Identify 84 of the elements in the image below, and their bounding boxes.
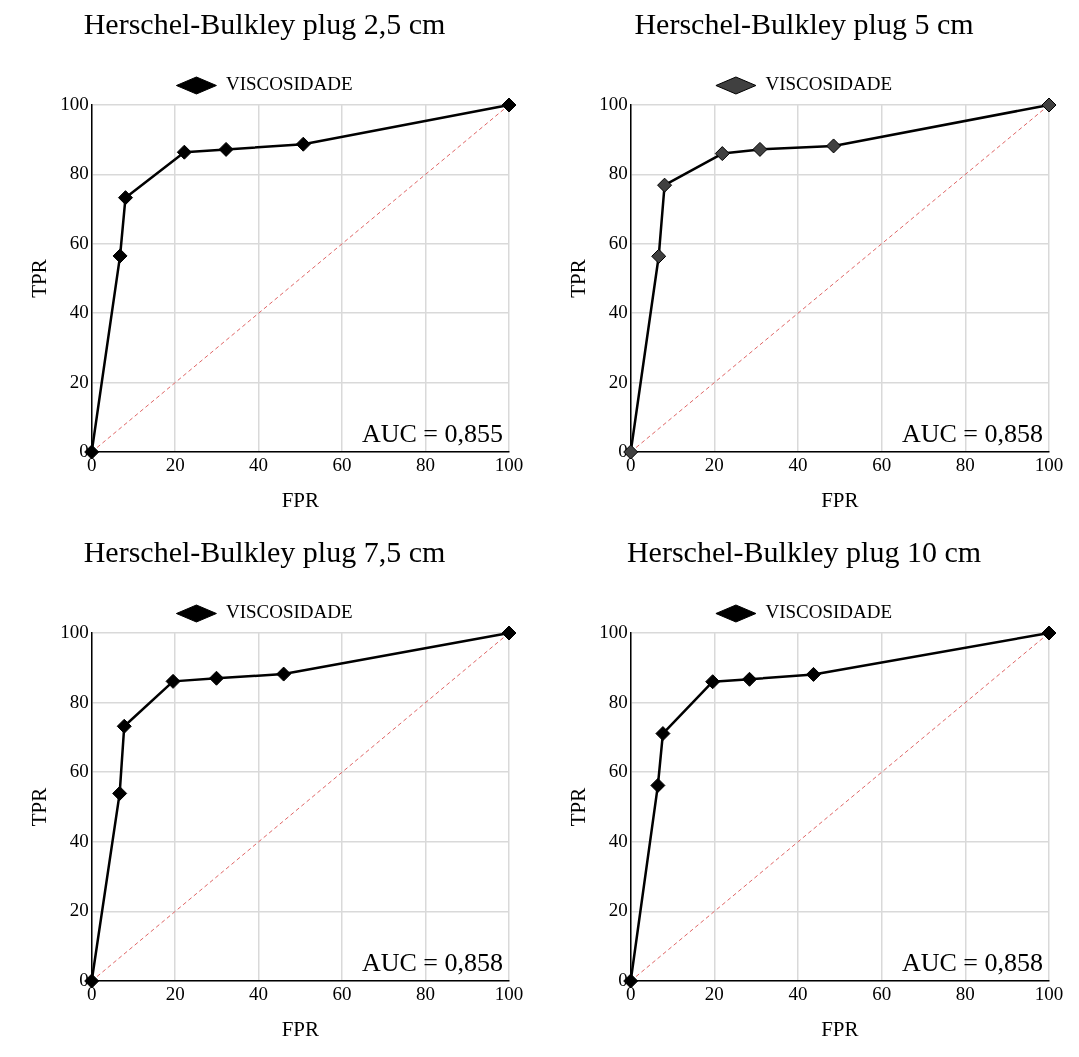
- y-tick-label: 100: [599, 620, 628, 642]
- x-tick-label: 100: [494, 983, 524, 1005]
- y-tick-label: 80: [608, 690, 628, 712]
- chart-title: Herschel-Bulkley plug 7,5 cm: [83, 534, 446, 568]
- point: [116, 718, 132, 734]
- x-tick-label: 20: [165, 983, 185, 1005]
- x-tick-label: 40: [788, 454, 808, 476]
- point: [501, 97, 517, 113]
- y-tick-label: 40: [69, 829, 89, 851]
- y-tick-label: 60: [608, 760, 628, 782]
- y-axis-title: TPR: [27, 259, 52, 298]
- y-tick-label: 20: [608, 899, 628, 921]
- x-axis-title: FPR: [281, 1016, 320, 1041]
- x-tick-label: 60: [872, 983, 892, 1005]
- x-tick-label: 20: [704, 454, 724, 476]
- chart-title: Herschel-Bulkley plug 5 cm: [634, 6, 974, 40]
- y-tick-label: 80: [608, 162, 628, 184]
- annotation: AUC = 0,858: [901, 947, 1043, 977]
- y-tick-label: 40: [608, 301, 628, 323]
- y-tick-label: 100: [599, 92, 628, 114]
- point: [112, 785, 128, 801]
- y-axis-title: TPR: [566, 259, 591, 298]
- point: [1041, 97, 1057, 113]
- y-axis-title: TPR: [566, 787, 591, 827]
- chart-title: Herschel-Bulkley plug 10 cm: [626, 534, 982, 568]
- point: [165, 673, 181, 689]
- x-tick-label: 60: [872, 454, 892, 476]
- point: [1041, 625, 1057, 641]
- x-tick-label: 60: [332, 983, 352, 1005]
- point: [112, 248, 128, 264]
- x-tick-label: 80: [416, 454, 436, 476]
- x-tick-label: 100: [494, 454, 524, 476]
- point: [705, 674, 721, 690]
- chart-title: Herschel-Bulkley plug 2,5 cm: [83, 6, 446, 40]
- point: [651, 248, 667, 264]
- annotation: AUC = 0,855: [361, 418, 503, 448]
- x-tick-label: 20: [165, 454, 185, 476]
- legend-label: VISCOSIDADE: [225, 73, 353, 95]
- point: [806, 666, 821, 682]
- point: [176, 144, 192, 160]
- y-tick-label: 60: [69, 231, 89, 253]
- x-tick-label: 60: [332, 454, 352, 476]
- y-tick-label: 80: [69, 690, 89, 712]
- x-tick-label: 40: [249, 983, 269, 1005]
- annotation: AUC = 0,858: [901, 418, 1043, 448]
- point: [742, 671, 757, 687]
- annotation: AUC = 0,858: [361, 947, 503, 977]
- legend-label: VISCOSIDADE: [765, 601, 893, 623]
- point: [118, 190, 133, 206]
- y-tick-label: 40: [69, 301, 89, 323]
- y-axis-title: TPR: [27, 787, 52, 827]
- x-tick-label: 40: [249, 454, 269, 476]
- point: [650, 777, 666, 793]
- x-tick-label: 100: [1034, 983, 1064, 1005]
- point: [218, 141, 234, 157]
- x-tick-label: 100: [1034, 454, 1064, 476]
- x-axis-title: FPR: [821, 487, 859, 512]
- legend-label: VISCOSIDADE: [765, 73, 893, 95]
- point: [208, 670, 224, 686]
- x-tick-label: 80: [416, 983, 436, 1005]
- point: [295, 136, 311, 152]
- y-tick-label: 80: [69, 162, 89, 184]
- x-tick-label: 80: [955, 454, 975, 476]
- point: [276, 666, 292, 682]
- x-axis-title: FPR: [821, 1016, 859, 1041]
- y-tick-label: 100: [60, 92, 89, 114]
- y-tick-label: 20: [69, 899, 89, 921]
- point: [501, 625, 517, 641]
- point: [826, 138, 842, 154]
- point: [655, 726, 671, 742]
- x-tick-label: 80: [955, 983, 975, 1005]
- point: [752, 141, 768, 157]
- x-tick-label: 20: [704, 983, 724, 1005]
- y-tick-label: 60: [69, 760, 89, 782]
- y-tick-label: 60: [608, 231, 628, 253]
- y-tick-label: 20: [69, 370, 89, 392]
- point: [714, 146, 730, 162]
- legend-label: VISCOSIDADE: [225, 601, 353, 623]
- y-tick-label: 100: [60, 620, 89, 642]
- x-axis-title: FPR: [281, 487, 320, 512]
- y-tick-label: 20: [608, 370, 628, 392]
- point: [657, 177, 673, 193]
- x-tick-label: 40: [788, 983, 808, 1005]
- y-tick-label: 40: [608, 829, 628, 851]
